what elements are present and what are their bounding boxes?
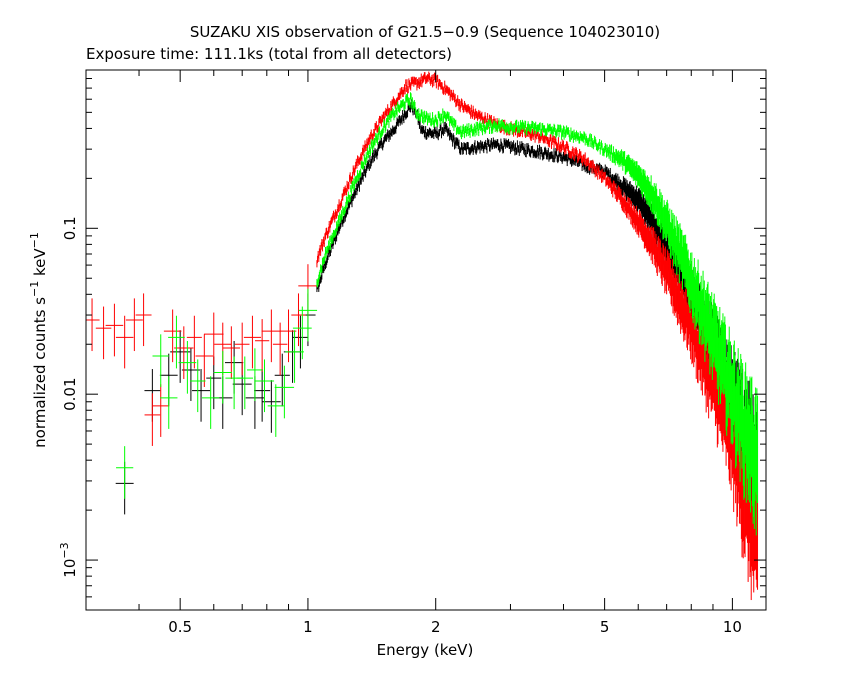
chart-title: SUZAKU XIS observation of G21.5−0.9 (Seq…	[190, 23, 660, 41]
x-tick-label: 5	[600, 618, 610, 636]
y-tick-label-base: 0.1	[61, 216, 79, 240]
y-tick-label-exponent: −3	[58, 542, 71, 558]
plot-frame	[85, 69, 767, 611]
x-tick-label: 0.5	[168, 618, 192, 636]
chart-subtitle: Exposure time: 111.1ks (total from all d…	[86, 45, 452, 63]
x-tick-label: 2	[431, 618, 441, 636]
y-tick-label-base: 10	[61, 559, 79, 578]
y-tick-label: 0.01	[61, 377, 79, 410]
y-axis-label-sup2: −1	[28, 232, 41, 248]
series-1	[86, 71, 759, 601]
y-tick-label: 10−3	[58, 542, 79, 577]
y-axis-label: normalized counts s−1 keV−1	[28, 232, 49, 448]
x-tick-label: 10	[723, 618, 742, 636]
series-2	[116, 92, 759, 536]
y-tick-label-base: 0.01	[61, 377, 79, 410]
y-axis-label-sup1: −1	[28, 281, 41, 297]
series-layer	[86, 71, 759, 601]
series-0	[115, 99, 759, 540]
y-axis-label-mid: keV	[31, 248, 49, 281]
y-axis-label-main: normalized counts s	[31, 297, 49, 448]
x-axis-label: Energy (keV)	[377, 641, 474, 659]
x-tick-label: 1	[303, 618, 313, 636]
y-tick-label: 0.1	[61, 216, 79, 240]
